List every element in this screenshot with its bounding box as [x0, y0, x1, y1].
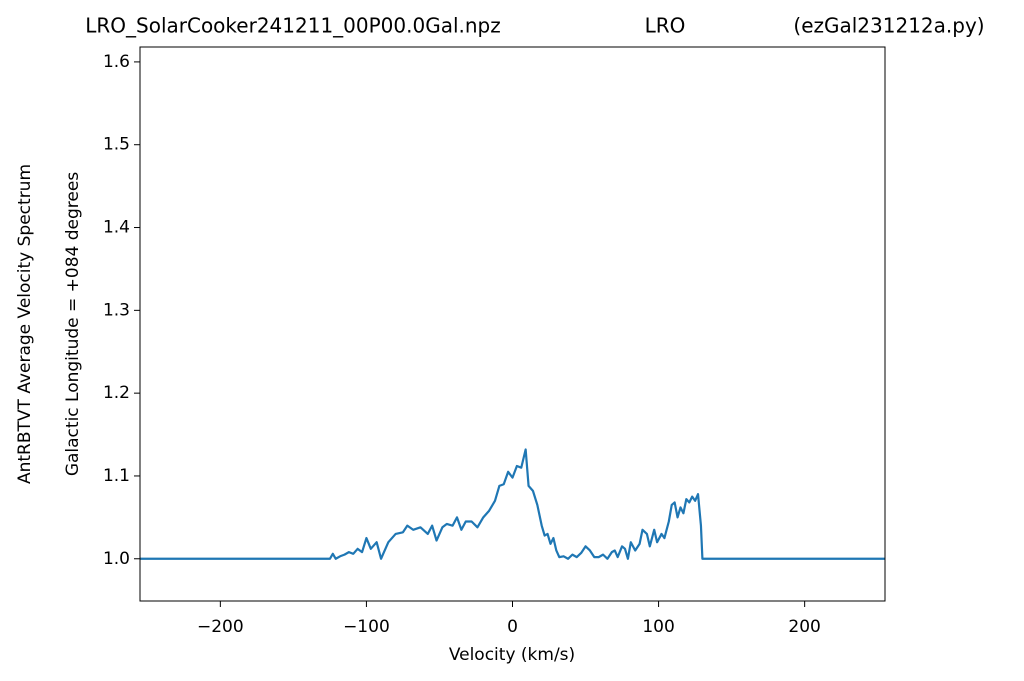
- y-tick-label: 1.3: [103, 300, 130, 320]
- data-line: [140, 448, 885, 560]
- chart-title: LRO: [645, 14, 686, 38]
- y-tick-label: 1.1: [103, 466, 130, 486]
- x-tick-label: 200: [788, 617, 820, 637]
- x-tick-label: −200: [197, 617, 244, 637]
- y-tick-label: 1.6: [103, 52, 130, 72]
- chart-title: LRO_SolarCooker241211_00P00.0Gal.npz: [85, 14, 501, 38]
- x-tick-label: 100: [642, 617, 674, 637]
- y-tick-label: 1.2: [103, 383, 130, 403]
- x-tick-label: 0: [507, 617, 518, 637]
- x-axis-label: Velocity (km/s): [449, 645, 575, 665]
- x-tick-label: −100: [343, 617, 390, 637]
- plot-frame: [139, 46, 886, 602]
- y-axis-label: Galactic Longitude = +084 degrees: [63, 172, 83, 476]
- y-tick-label: 1.4: [103, 218, 130, 238]
- y-tick-label: 1.5: [103, 135, 130, 155]
- y-tick-label: 1.0: [103, 549, 130, 569]
- y-axis-label: AntRBTVT Average Velocity Spectrum: [15, 164, 35, 484]
- chart-title: (ezGal231212a.py): [793, 14, 984, 38]
